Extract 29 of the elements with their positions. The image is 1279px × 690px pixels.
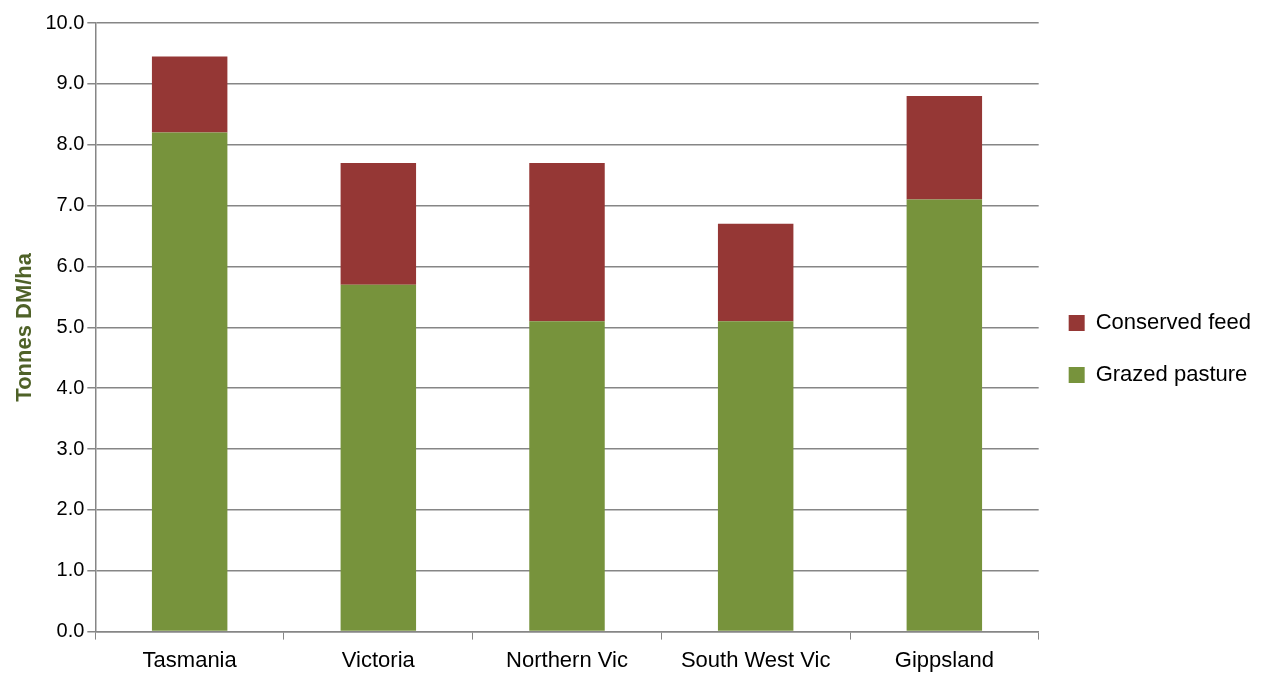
x-tick-label: Gippsland <box>894 646 994 672</box>
y-tick-label: 2.0 <box>56 497 85 520</box>
bar <box>340 162 417 285</box>
bar <box>906 199 983 631</box>
y-tick-label: 5.0 <box>56 314 85 337</box>
y-tick-label: 4.0 <box>56 375 85 398</box>
bar <box>717 321 794 631</box>
x-tick-label: Northern Vic <box>506 646 628 672</box>
x-tick-label: South West Vic <box>680 646 831 672</box>
x-tick-label: Tasmania <box>142 646 238 672</box>
bar <box>906 96 983 200</box>
y-tick-label: 1.0 <box>56 558 85 581</box>
y-tick-label: 10.0 <box>45 10 85 33</box>
y-tick-label: 9.0 <box>56 71 85 94</box>
y-tick-label: 8.0 <box>56 132 85 155</box>
bar <box>529 321 605 631</box>
legend-label: Grazed pasture <box>1095 361 1248 387</box>
y-axis-title: Tonnes DM/ha <box>11 252 37 402</box>
y-tick-label: 3.0 <box>56 436 85 459</box>
bar <box>151 132 228 631</box>
y-tick-label: 0.0 <box>56 619 85 642</box>
y-tick-label: 6.0 <box>56 253 85 276</box>
bar <box>529 162 605 322</box>
x-tick-label: Victoria <box>341 646 416 672</box>
legend-label: Conserved feed <box>1095 309 1252 335</box>
bar <box>151 56 228 133</box>
bar <box>340 284 417 631</box>
bar <box>717 223 794 322</box>
y-tick-label: 7.0 <box>56 193 85 216</box>
